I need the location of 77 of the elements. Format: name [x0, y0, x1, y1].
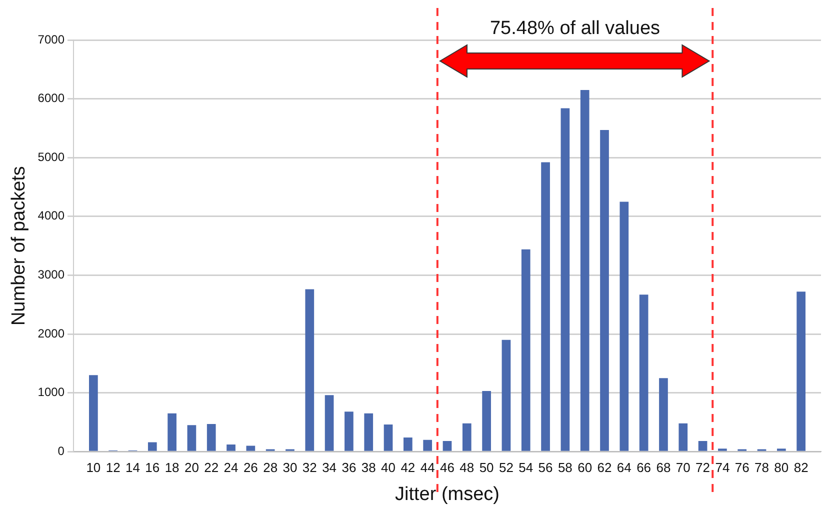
x-tick-label: 56 — [538, 460, 553, 475]
bar — [226, 444, 236, 451]
x-tick-label: 70 — [676, 460, 690, 475]
y-tick-label: 1000 — [38, 385, 65, 400]
x-tick-label: 26 — [243, 460, 258, 475]
x-tick-label: 72 — [696, 460, 710, 475]
bar — [384, 424, 393, 451]
y-axis-title: Number of packets — [8, 166, 30, 326]
bar — [324, 395, 334, 451]
bar — [659, 378, 668, 451]
x-tick-label: 20 — [184, 460, 199, 475]
bar — [187, 425, 196, 451]
bar — [639, 294, 648, 451]
x-tick-label: 36 — [342, 460, 356, 475]
x-tick-label: 54 — [518, 460, 534, 475]
bar — [442, 441, 452, 451]
y-tick-label: 4000 — [38, 208, 65, 223]
x-tick-label: 80 — [774, 460, 789, 475]
bar — [344, 412, 354, 451]
x-tick-label: 44 — [420, 460, 435, 475]
y-tick-label: 3000 — [38, 268, 65, 282]
x-tick-label: 10 — [86, 460, 101, 475]
x-tick-label: 64 — [616, 460, 632, 475]
y-tick-label: 6000 — [38, 91, 65, 106]
bar — [364, 413, 374, 451]
bar — [678, 423, 688, 451]
x-tick-label: 30 — [282, 460, 298, 475]
bar — [482, 391, 491, 451]
x-tick-label: 78 — [754, 460, 769, 475]
text: 75.48% of all values — [490, 18, 660, 40]
y-tick-label: 2000 — [38, 326, 65, 340]
bar — [600, 130, 609, 451]
x-tick-label: 46 — [440, 460, 454, 475]
x-tick-label: 28 — [263, 460, 278, 475]
x-tick-label: 24 — [224, 460, 238, 475]
bar — [423, 440, 432, 451]
bar — [541, 162, 550, 451]
bar — [560, 108, 570, 451]
x-tick-label: 48 — [460, 460, 474, 475]
y-tick-label: 0 — [58, 444, 65, 458]
y-tick-label: 7000 — [38, 32, 65, 46]
bar — [168, 413, 176, 451]
bar — [620, 202, 629, 451]
bar — [305, 289, 314, 451]
bar — [462, 423, 472, 451]
x-tick-label: 18 — [164, 460, 180, 475]
x-tick-label: 16 — [145, 460, 160, 475]
x-tick-label: 50 — [479, 460, 494, 475]
x-tick-label: 42 — [400, 460, 416, 475]
bar — [502, 340, 511, 451]
y-tick-label: 5000 — [38, 150, 65, 164]
x-tick-label: 60 — [578, 460, 592, 475]
x-tick-label: 66 — [636, 460, 652, 475]
x-tick-label: 82 — [794, 460, 808, 475]
x-tick-label: 14 — [126, 460, 140, 475]
bar — [246, 446, 256, 451]
bar — [521, 249, 530, 451]
bar — [89, 375, 98, 451]
bar — [580, 90, 590, 451]
x-tick-label: 40 — [381, 460, 396, 475]
x-tick-label: 76 — [734, 460, 750, 475]
bar — [148, 442, 157, 451]
x-tick-label: 32 — [302, 460, 317, 475]
x-tick-label: 52 — [498, 460, 514, 475]
bar — [404, 437, 412, 451]
x-tick-label: 68 — [656, 460, 671, 475]
x-tick-label: 22 — [204, 460, 219, 475]
x-tick-label: 74 — [715, 460, 730, 475]
x-tick-label: 62 — [597, 460, 612, 475]
bar — [206, 424, 216, 451]
x-tick-label: 58 — [558, 460, 572, 475]
x-tick-label: 34 — [322, 460, 337, 475]
bar — [698, 441, 708, 451]
x-tick-label: 12 — [106, 460, 120, 475]
x-tick-label: 38 — [361, 460, 376, 475]
bar — [796, 292, 806, 451]
x-axis-title: Jitter (msec) — [395, 484, 500, 505]
